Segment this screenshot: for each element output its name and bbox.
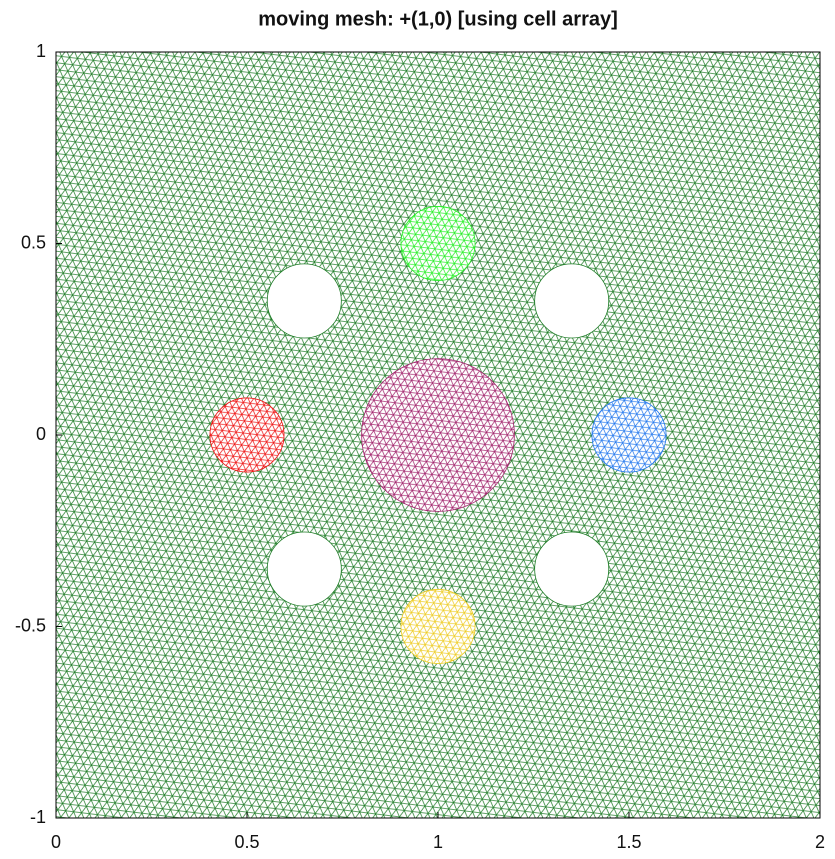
y-tick-label: 0: [36, 424, 46, 444]
y-tick-label: -0.5: [15, 615, 46, 635]
y-tick-label: 0.5: [21, 232, 46, 252]
hole: [534, 531, 610, 607]
x-tick-label: 0.5: [234, 832, 259, 852]
x-tick-label: 0: [51, 832, 61, 852]
plot-area: [56, 52, 820, 818]
hole: [266, 531, 342, 607]
hole: [534, 263, 610, 339]
y-tick-label: -1: [30, 807, 46, 827]
subdomain: [361, 358, 515, 512]
x-tick-label: 2: [815, 832, 825, 852]
subdomain: [591, 397, 667, 473]
x-tick-label: 1.5: [616, 832, 641, 852]
chart-title: moving mesh: +(1,0) [using cell array]: [258, 8, 618, 30]
x-tick-label: 1: [433, 832, 443, 852]
subdomain: [400, 589, 476, 664]
y-tick-label: 1: [36, 41, 46, 61]
subdomain: [209, 397, 285, 473]
hole: [266, 263, 342, 339]
subdomain: [400, 206, 476, 281]
